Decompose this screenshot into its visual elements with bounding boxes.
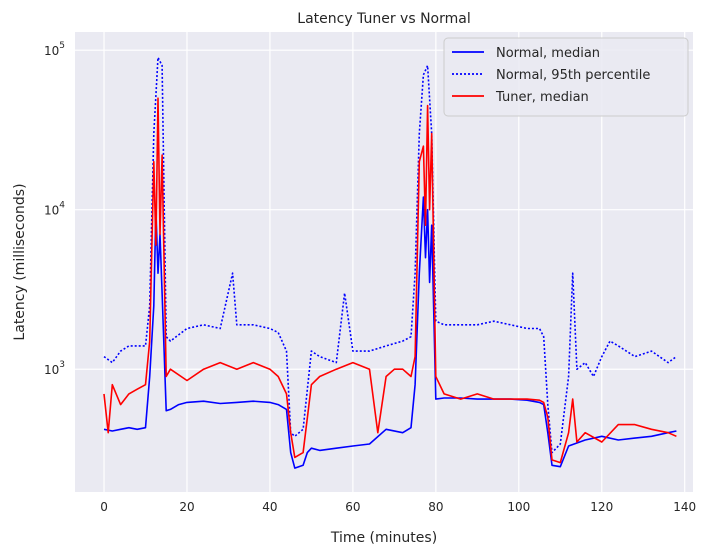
legend-label: Normal, 95th percentile [496,68,650,83]
legend-label: Tuner, median [495,90,589,105]
x-tick-label: 0 [100,500,108,514]
y-axis-label: Latency (milliseconds) [12,183,28,340]
legend: Normal, median Normal, 95th percentile Tun… [443,37,689,117]
legend-label: Normal, median [496,46,600,61]
y-tick-label: 105 [44,41,65,58]
x-tick-label: 20 [179,500,194,514]
y-tick-label: 104 [44,201,65,218]
y-tick-label: 103 [44,360,65,377]
series-lines [103,56,677,469]
series-line-0 [103,196,677,469]
x-tick-label: 140 [673,500,696,514]
y-ticks: 103 104 105 [44,41,65,377]
legend-box [443,37,689,117]
series-line-2 [103,97,677,464]
x-ticks: 0 20 40 60 80 100 120 140 [100,500,696,514]
x-tick-label: 60 [345,500,360,514]
x-tick-label: 40 [262,500,277,514]
series-line-1 [103,56,677,454]
x-tick-label: 120 [590,500,613,514]
x-axis-label: Time (minutes) [330,530,437,546]
x-tick-label: 80 [428,500,443,514]
chart-title: Latency Tuner vs Normal [297,11,470,27]
x-tick-label: 100 [507,500,530,514]
